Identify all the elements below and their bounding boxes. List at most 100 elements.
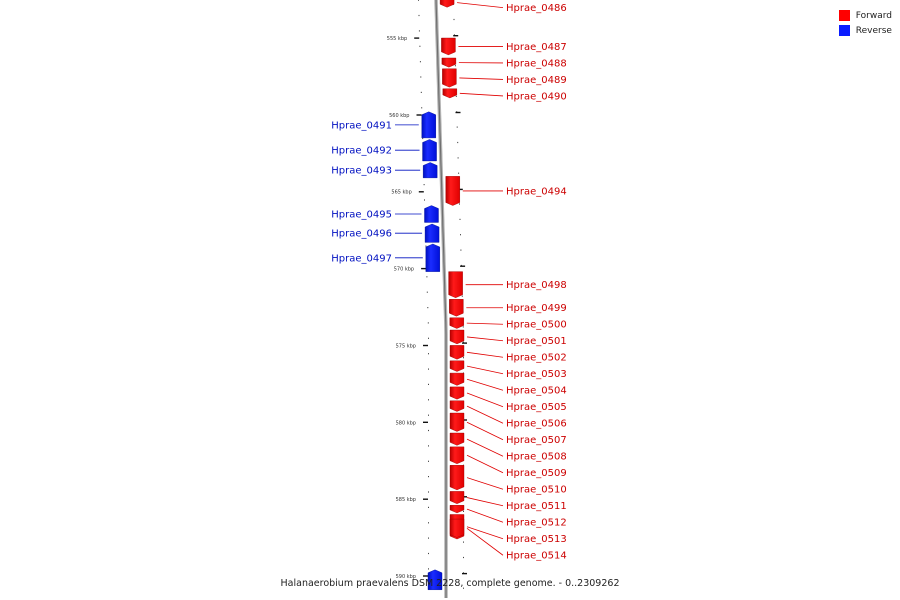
minor-tick-left bbox=[428, 491, 429, 493]
gene-leader-line bbox=[459, 92, 504, 97]
minor-tick-left bbox=[428, 353, 429, 355]
minor-tick-left bbox=[427, 307, 429, 309]
minor-tick-right bbox=[463, 541, 464, 543]
minor-tick-left bbox=[420, 91, 422, 93]
gene-leader-line bbox=[459, 77, 504, 80]
gene-leader-line bbox=[466, 438, 504, 457]
gene-arrow bbox=[449, 446, 465, 464]
gene-arrow bbox=[422, 162, 438, 179]
gene-arrow bbox=[425, 243, 441, 272]
tick-label: 575 kbp bbox=[396, 343, 416, 349]
gene-label: Hprae_0506 bbox=[506, 419, 567, 430]
minor-tick-right bbox=[459, 203, 460, 205]
minor-tick-right bbox=[462, 326, 464, 328]
tick-label: 570 kbp bbox=[394, 267, 414, 273]
minor-tick-right bbox=[456, 126, 458, 128]
minor-tick-right bbox=[461, 295, 463, 297]
gene-arrow bbox=[445, 176, 460, 206]
legend: Forward Reverse bbox=[838, 8, 892, 38]
forward-swatch-icon bbox=[838, 10, 850, 21]
genome-caption: Halanaerobium praevalens DSM 2228, compl… bbox=[280, 578, 620, 589]
minor-tick-left bbox=[420, 76, 422, 78]
minor-tick-right bbox=[454, 65, 456, 67]
minor-tick-right bbox=[460, 234, 461, 236]
gene-label: Hprae_0497 bbox=[331, 253, 392, 264]
minor-tick-right bbox=[456, 111, 458, 113]
gene-arrow bbox=[449, 412, 465, 432]
gene-leader-line bbox=[466, 378, 504, 391]
major-tick-left bbox=[418, 191, 424, 193]
minor-tick-right bbox=[455, 95, 457, 97]
minor-tick-left bbox=[427, 322, 429, 324]
gene-label: Hprae_0508 bbox=[506, 452, 567, 463]
minor-tick-right bbox=[457, 141, 459, 144]
gene-arrow bbox=[449, 432, 465, 446]
gene-arrow bbox=[449, 386, 465, 400]
gene-arrow bbox=[449, 317, 464, 329]
major-tick-right bbox=[462, 496, 467, 498]
gene-arrow bbox=[441, 57, 457, 68]
gene-leader-line bbox=[466, 497, 504, 507]
minor-tick-right bbox=[463, 587, 464, 589]
tick-label: 565 kbp bbox=[391, 190, 411, 196]
gene-label: Hprae_0486 bbox=[506, 3, 567, 14]
genome-axis: 555 kbp 560 kbp 565 kbp 570 kbp 575 kbp 580 k… bbox=[387, 0, 467, 598]
minor-tick-right bbox=[463, 341, 464, 343]
gene-arrow bbox=[449, 345, 465, 360]
minor-tick-left bbox=[428, 476, 429, 478]
major-tick-left bbox=[416, 114, 422, 116]
minor-tick-right bbox=[453, 34, 455, 36]
gene-arrow bbox=[449, 299, 464, 317]
gene-arrow bbox=[421, 111, 436, 139]
gene-arrow bbox=[448, 271, 463, 298]
tick-label: 560 kbp bbox=[389, 113, 409, 119]
gene-label: Hprae_0511 bbox=[506, 501, 567, 512]
minor-tick-right bbox=[460, 249, 462, 251]
major-tick-right bbox=[462, 419, 467, 421]
gene-arrow bbox=[449, 360, 465, 372]
gene-arrow bbox=[442, 68, 457, 88]
gene-leader-line bbox=[466, 405, 504, 424]
gene-label: Hprae_0502 bbox=[506, 353, 567, 364]
gene-arrow bbox=[449, 329, 465, 345]
gene-arrow bbox=[449, 491, 465, 504]
major-tick-left bbox=[423, 575, 428, 577]
major-tick-left bbox=[423, 498, 428, 500]
gene-leader-line bbox=[466, 392, 504, 408]
minor-tick-left bbox=[428, 383, 429, 385]
gene-label: Hprae_0494 bbox=[506, 186, 567, 197]
minor-tick-left bbox=[421, 107, 423, 109]
major-tick-left bbox=[423, 421, 428, 423]
gene-label: Hprae_0514 bbox=[506, 551, 567, 562]
major-tick-left bbox=[421, 267, 427, 270]
major-tick-right bbox=[455, 111, 461, 114]
backbone-line bbox=[435, 0, 447, 598]
gene-label: Hprae_0496 bbox=[331, 229, 392, 240]
gene-leader-line bbox=[466, 527, 504, 556]
gene-label: Hprae_0487 bbox=[506, 42, 567, 53]
tick-label: 585 kbp bbox=[396, 497, 416, 503]
gene-leader-line bbox=[466, 322, 504, 325]
gene-track: Hprae_0485Hprae_0486Hprae_0487Hprae_0488… bbox=[331, 0, 567, 590]
gene-arrow bbox=[449, 400, 465, 412]
gene-arrow bbox=[449, 372, 465, 386]
gene-leader-line bbox=[466, 351, 504, 358]
gene-arrow bbox=[449, 465, 465, 491]
major-tick-left bbox=[423, 344, 428, 347]
gene-label: Hprae_0490 bbox=[506, 91, 567, 102]
major-tick-left bbox=[414, 37, 420, 39]
gene-label: Hprae_0503 bbox=[506, 369, 567, 380]
minor-tick-left bbox=[428, 445, 429, 447]
minor-tick-right bbox=[459, 218, 461, 220]
minor-tick-left bbox=[428, 368, 429, 370]
minor-tick-left bbox=[428, 568, 429, 570]
legend-reverse: Reverse bbox=[838, 23, 892, 38]
tick-label: 555 kbp bbox=[387, 36, 407, 42]
minor-tick-right bbox=[463, 357, 464, 359]
gene-arrow bbox=[424, 205, 439, 223]
gene-label: Hprae_0512 bbox=[506, 518, 567, 529]
legend-forward: Forward bbox=[838, 8, 892, 23]
gene-label: Hprae_0501 bbox=[506, 336, 567, 347]
gene-label: Hprae_0507 bbox=[506, 435, 567, 446]
